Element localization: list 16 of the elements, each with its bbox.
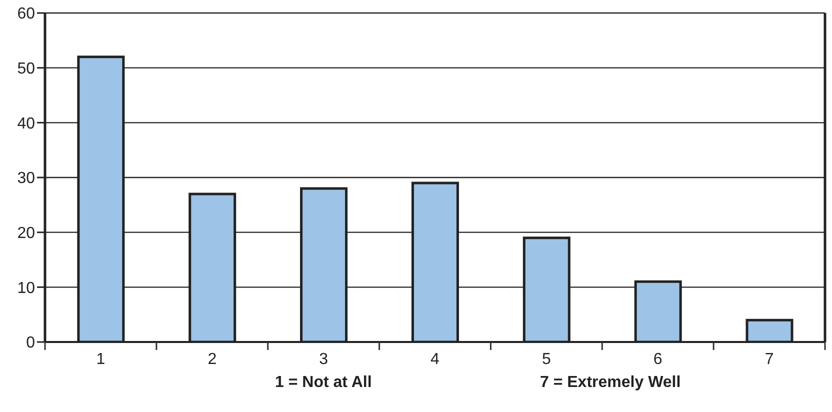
x-tick-label: 1 [96,351,106,368]
y-tick-label: 30 [17,170,36,188]
text: 1 = Not at All [275,374,372,392]
x-tick-label: 5 [542,351,551,368]
y-tick-label: 0 [26,334,36,352]
y-tick-label: 20 [17,225,36,242]
text: 7 = Extremely Well [540,374,681,392]
y-tick-label: 60 [17,6,36,23]
x-tick-label: 4 [430,351,440,368]
x-tick-label: 2 [208,351,217,368]
x-tick-label: 7 [764,351,774,368]
x-tick-label: 3 [319,351,328,368]
y-tick-label: 50 [17,60,36,78]
y-tick-label: 10 [17,280,36,297]
y-tick-label: 40 [17,115,36,132]
x-tick-label: 6 [653,351,662,368]
